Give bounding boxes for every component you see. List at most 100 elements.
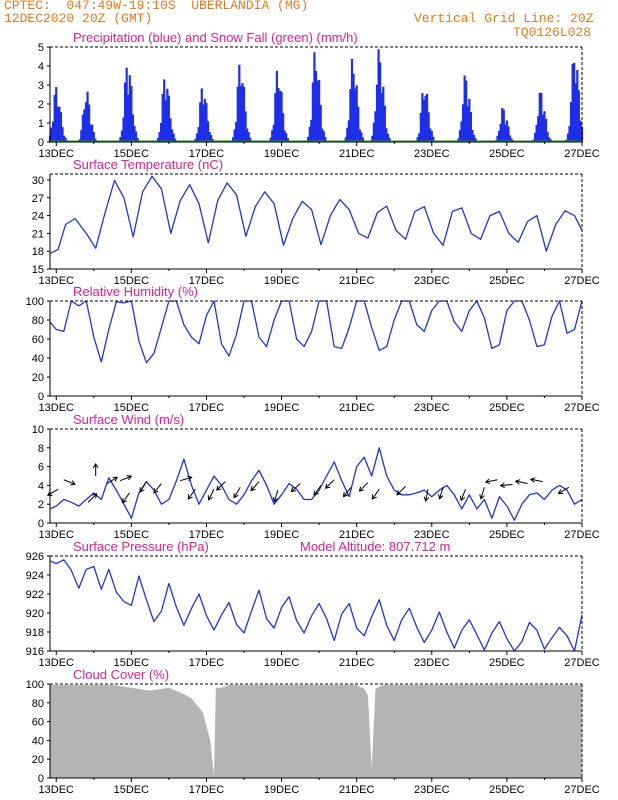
precip-bar [374, 111, 377, 142]
wind-ytick-label: 6 [38, 462, 44, 474]
precip-bar [535, 124, 538, 142]
precip-bar [465, 80, 468, 142]
precip-bar [50, 127, 53, 142]
wind-arrow-head [70, 480, 76, 486]
precip-xtick-label: 21DEC [339, 148, 375, 160]
wind-arrow-head [290, 486, 297, 493]
precip-bar [286, 138, 289, 142]
wind-arrow-head [371, 494, 377, 500]
precip-bar [56, 106, 59, 142]
precip-bar [380, 93, 383, 142]
precip-bar [429, 128, 432, 142]
cloud-panel: Cloud Cover (%) 0 20 40 60 80 100 13DEC 15DEC 17D… [26, 667, 600, 796]
wind-arrow-shaft [216, 481, 226, 491]
precip-bar [386, 133, 390, 142]
temp-ytick-label: 18 [32, 246, 44, 258]
precip-bar [238, 64, 241, 142]
precip-bar [457, 138, 460, 142]
precip-bar [358, 129, 361, 142]
precip-bar [496, 135, 499, 142]
precip-bar [543, 111, 546, 142]
wind-xtick-label: 23DEC [414, 529, 450, 541]
precip-bar [247, 132, 250, 142]
pressure-xtick-label: 23DEC [414, 657, 450, 669]
precip-bar [271, 130, 274, 142]
precip-bar [466, 106, 469, 142]
precip-bar [424, 95, 427, 142]
rh-xtick-label: 21DEC [339, 402, 375, 414]
wind-arrow-shaft [106, 476, 118, 484]
precip-bar [416, 137, 419, 142]
precip-bar [324, 137, 327, 142]
wind-arrow-head [207, 495, 213, 501]
precip-bar [119, 137, 122, 142]
precip-bar [235, 122, 238, 142]
precip-bar [127, 94, 130, 142]
precip-bar [507, 126, 510, 142]
wind-arrow-shaft [371, 488, 380, 500]
precip-bar [55, 87, 58, 142]
precip-bar [422, 99, 426, 142]
precip-bar [131, 114, 135, 142]
precip-ytick-label: 1 [38, 118, 44, 130]
pressure-xtick-label: 27DEC [564, 657, 600, 669]
temp-xtick-label: 17DEC [189, 275, 225, 287]
precip-bar [156, 138, 160, 142]
pressure-xtick-label: 19DEC [264, 657, 300, 669]
precip-bar [385, 128, 388, 142]
precip-bar [505, 120, 508, 142]
wind-arrow-head [139, 487, 145, 493]
wind-arrow-head [479, 494, 485, 500]
rh-panel: Relative Humidity (%) 0 20 40 60 80 100 13DEC 15… [26, 284, 600, 414]
rh-ytick-label: 60 [32, 334, 44, 346]
wind-arrow-shaft [325, 479, 335, 489]
temp-xtick-label: 13DEC [39, 275, 75, 287]
cloud-ytick-label: 40 [32, 735, 44, 747]
precip-bar [122, 117, 125, 142]
temp-series-line [49, 175, 583, 255]
precip-bar [246, 128, 249, 142]
temp-ytick-label: 30 [32, 175, 44, 187]
precip-bar [53, 95, 56, 142]
precip-ytick-label: 5 [38, 42, 44, 54]
precip-bar [88, 104, 91, 142]
wind-arrow-head [187, 494, 193, 500]
wind-xtick-label: 13DEC [39, 529, 75, 541]
precip-bar [92, 132, 95, 142]
wind-arrow-shaft [291, 483, 301, 492]
precip-bar [574, 83, 577, 142]
cloud-ytick-label: 0 [38, 773, 44, 785]
pressure-xtick-label: 13DEC [39, 657, 75, 669]
wind-arrow-head [499, 482, 506, 489]
precip-bar [318, 79, 321, 142]
wind-arrow-shaft [515, 480, 528, 485]
pressure-ytick-label: 918 [26, 627, 44, 639]
precip-bar [269, 137, 272, 142]
precip-bar [548, 137, 551, 142]
precip-xtick-label: 23DEC [414, 148, 450, 160]
precip-bar [502, 109, 505, 142]
precip-bar [314, 71, 318, 142]
cloud-xtick-label: 15DEC [114, 784, 150, 796]
precip-bar [125, 67, 128, 142]
precip-bar [501, 108, 504, 142]
precip-bar [573, 62, 576, 143]
precip-bar [170, 129, 174, 142]
precip-bar [94, 138, 97, 142]
precip-ytick-label: 2 [38, 99, 44, 111]
precip-bar [469, 112, 473, 142]
precip-bar [136, 137, 139, 142]
precip-bar [130, 86, 133, 142]
pressure-xtick-label: 15DEC [114, 657, 150, 669]
wind-arrow-shaft [439, 487, 444, 499]
precip-bar [277, 87, 280, 142]
precip-bar [62, 135, 66, 142]
precip-bar [375, 84, 379, 142]
pressure-ytick-label: 926 [26, 551, 44, 563]
precip-xtick-label: 25DEC [489, 148, 525, 160]
precip-bar [283, 130, 286, 142]
wind-arrow-shaft [63, 479, 76, 485]
precip-panel: Precipitation (blue) and Snow Fall (gree… [38, 30, 600, 160]
temp-ytick-label: 15 [32, 264, 44, 276]
precip-bar [538, 92, 541, 142]
